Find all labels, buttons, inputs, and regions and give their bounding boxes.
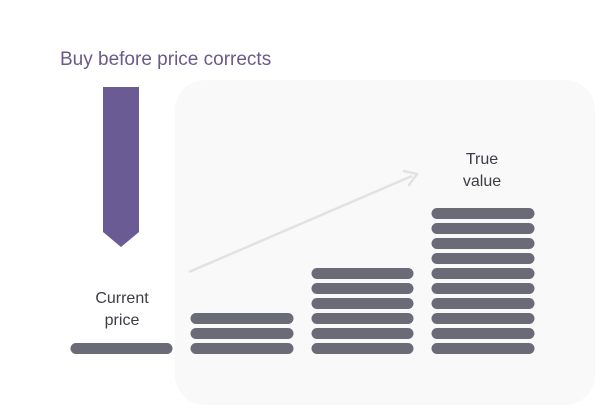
true-value-label: value	[463, 173, 501, 190]
trend-arrow-head	[402, 169, 419, 187]
true-value-label: True	[466, 151, 498, 168]
current-price-label: price	[105, 312, 140, 329]
coin-stacks	[70, 208, 535, 354]
current-price-label: Current	[95, 290, 149, 307]
down-arrow	[103, 87, 139, 247]
trend-arrow-line	[188, 174, 413, 274]
title: Buy before price corrects	[60, 49, 271, 70]
